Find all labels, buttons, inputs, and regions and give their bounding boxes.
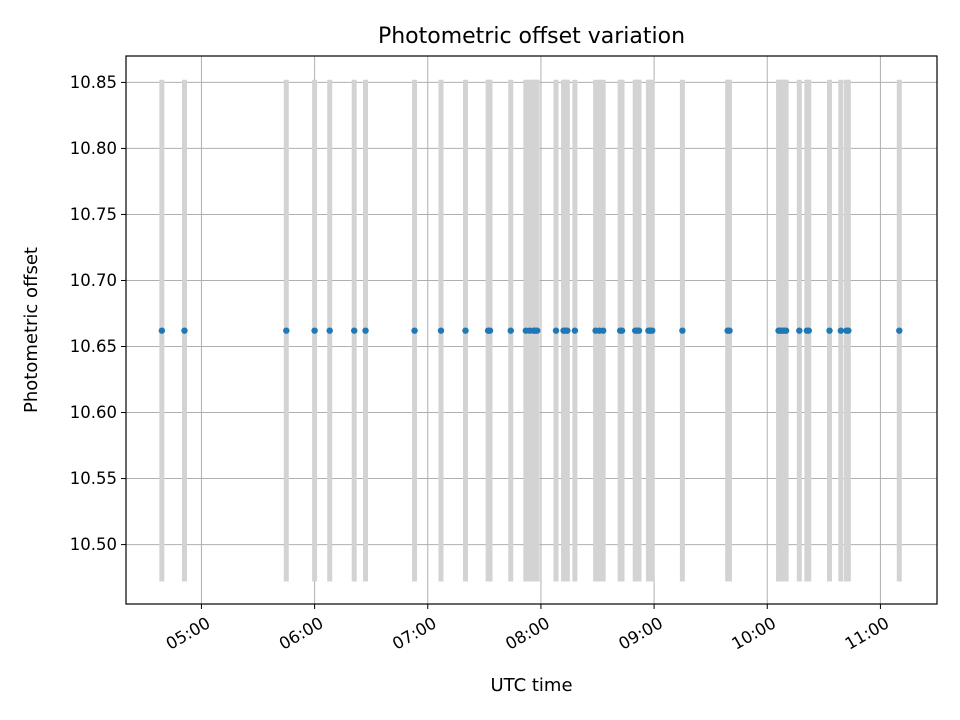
data-point bbox=[437, 327, 445, 334]
data-point bbox=[362, 327, 369, 334]
data-point bbox=[462, 327, 469, 334]
data-point bbox=[158, 327, 166, 334]
data-point bbox=[805, 327, 812, 334]
y-tick-label: 10.55 bbox=[70, 469, 117, 488]
data-point bbox=[679, 327, 686, 334]
data-point bbox=[326, 327, 333, 334]
plot-frame bbox=[125, 55, 938, 605]
y-tick-label: 10.70 bbox=[70, 271, 117, 290]
y-tick-label: 10.50 bbox=[70, 535, 117, 554]
data-point bbox=[411, 327, 418, 334]
data-point bbox=[826, 327, 833, 334]
data-point bbox=[635, 327, 643, 334]
data-point bbox=[552, 327, 560, 334]
y-axis-label: Photometric offset bbox=[21, 247, 42, 413]
data-point bbox=[507, 327, 514, 334]
y-tick-label: 10.65 bbox=[70, 337, 117, 356]
data-point bbox=[726, 327, 733, 334]
y-tick-label: 10.85 bbox=[70, 73, 117, 92]
data-point bbox=[571, 327, 579, 334]
x-axis-label: UTC time bbox=[490, 675, 572, 696]
y-tick-label: 10.60 bbox=[70, 403, 117, 422]
data-point bbox=[564, 327, 571, 334]
data-point bbox=[896, 327, 903, 334]
y-tick-label: 10.75 bbox=[70, 205, 117, 224]
data-point bbox=[533, 327, 541, 334]
data-point bbox=[845, 327, 852, 334]
data-point bbox=[599, 327, 607, 334]
data-point bbox=[618, 327, 626, 334]
data-point bbox=[181, 327, 188, 334]
data-point bbox=[837, 327, 845, 334]
data-point bbox=[283, 327, 290, 334]
y-tick-label: 10.80 bbox=[70, 139, 117, 158]
data-point bbox=[796, 327, 803, 334]
data-point bbox=[782, 327, 790, 334]
data-point bbox=[486, 327, 494, 334]
data-point bbox=[649, 327, 656, 334]
data-point bbox=[311, 327, 318, 334]
data-point bbox=[351, 327, 358, 334]
data-points bbox=[158, 327, 903, 334]
chart-title: Photometric offset variation bbox=[378, 24, 685, 49]
y-axis-ticks: 10.50 10.55 10.60 10.65 10.70 10.75 10.80 10.85 bbox=[70, 73, 126, 554]
